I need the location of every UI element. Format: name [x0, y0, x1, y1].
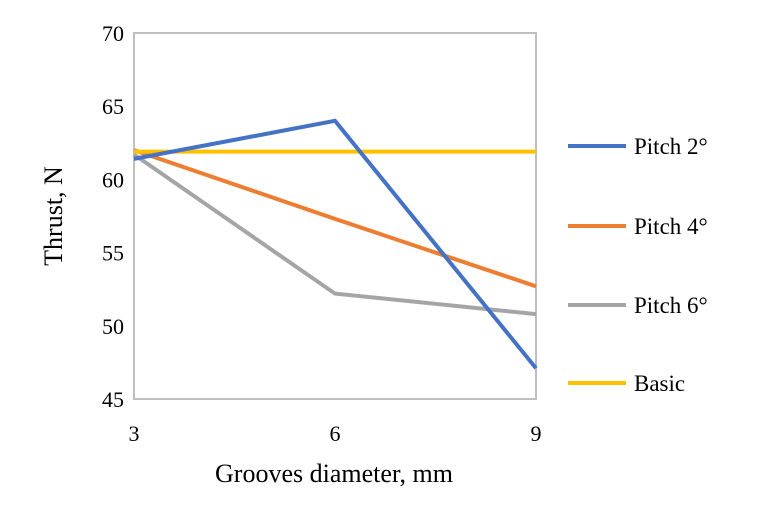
- y-tick-label: 70: [102, 21, 124, 46]
- legend-label: Pitch 2°: [634, 134, 708, 159]
- legend-item: Basic: [568, 371, 685, 396]
- legend-label: Pitch 4°: [634, 214, 708, 239]
- plot-area: [133, 32, 537, 400]
- legend-label: Pitch 6°: [634, 293, 708, 318]
- series-line-pitch-6: [132, 152, 537, 317]
- y-axis-ticks: 45 50 55 60 65 70: [102, 21, 124, 412]
- series-line-pitch-2: [133, 118, 538, 370]
- x-tick-label: 3: [129, 421, 140, 446]
- x-axis-title: Grooves diameter, mm: [215, 459, 453, 488]
- legend-item: Pitch 6°: [568, 293, 708, 318]
- x-tick-label: 6: [330, 421, 341, 446]
- plot-frame: [133, 32, 537, 400]
- legend-item: Pitch 4°: [568, 214, 708, 239]
- y-tick-label: 55: [102, 241, 124, 266]
- y-tick-label: 45: [102, 387, 124, 412]
- x-axis-ticks: 3 6 9: [129, 421, 542, 446]
- series-line-pitch-4: [133, 148, 537, 289]
- legend: Pitch 2° Pitch 4° Pitch 6° Basic: [568, 134, 708, 396]
- series-lines: [132, 118, 538, 370]
- legend-item: Pitch 2°: [568, 134, 708, 159]
- y-tick-label: 50: [102, 314, 124, 339]
- y-tick-label: 65: [102, 94, 124, 119]
- y-tick-label: 60: [102, 167, 124, 192]
- y-axis-title: Thrust, N: [39, 166, 68, 266]
- legend-label: Basic: [634, 371, 685, 396]
- x-tick-label: 9: [531, 421, 542, 446]
